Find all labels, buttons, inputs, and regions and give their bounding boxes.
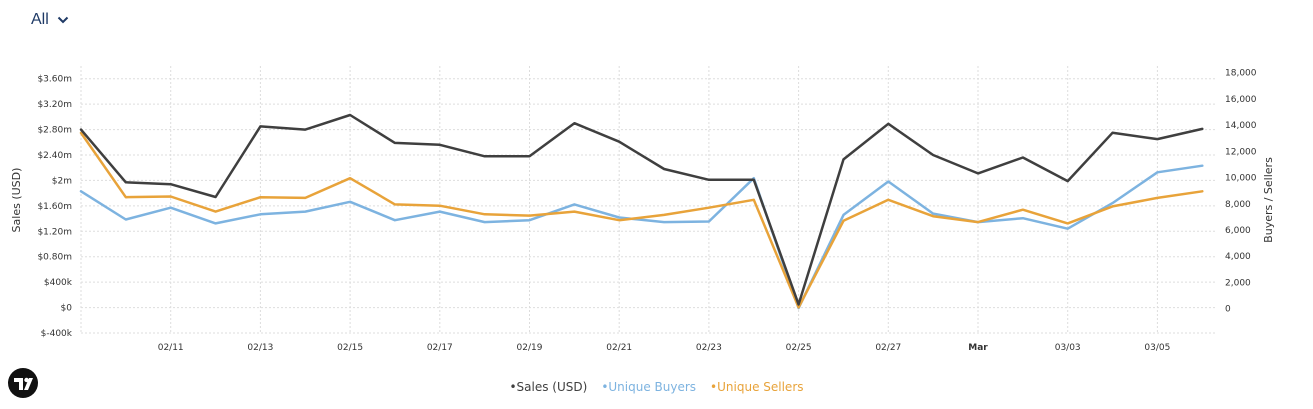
right-tick-label: 16,000	[1225, 95, 1257, 105]
x-tick-label: 02/17	[427, 343, 453, 353]
right-tick-label: 12,000	[1225, 147, 1257, 157]
filter-label: All	[31, 11, 49, 28]
right-tick-label: 10,000	[1225, 174, 1257, 184]
x-tick-label: 02/13	[247, 343, 273, 353]
right-tick-label: 6,000	[1225, 226, 1251, 236]
x-tick-label: 03/05	[1144, 343, 1170, 353]
right-tick-label: 4,000	[1225, 252, 1251, 262]
chart-legend: •Sales (USD) •Unique Buyers •Unique Sell…	[0, 380, 1313, 394]
x-tick-label: 02/21	[606, 343, 632, 353]
left-tick-label: $0.80m	[37, 253, 72, 263]
right-axis-title: Buyers / Sellers	[1262, 157, 1275, 243]
left-tick-label: $2.40m	[37, 151, 72, 161]
x-tick-label: 02/11	[158, 343, 184, 353]
left-tick-label: $1.60m	[37, 202, 72, 212]
right-tick-label: 14,000	[1225, 121, 1257, 131]
line-chart: $-400k $0 $400k $0.80m $1.20m $1.60m $2m $2.40m…	[10, 66, 1275, 353]
left-tick-label: $2m	[52, 176, 72, 186]
left-tick-label: $400k	[44, 278, 73, 288]
left-tick-label: $-400k	[41, 329, 73, 339]
legend-unique-buyers[interactable]: •Unique Buyers	[601, 380, 697, 394]
left-tick-label: $1.20m	[37, 227, 72, 237]
filter-dropdown[interactable]: All	[31, 11, 69, 29]
left-tick-label: $2.80m	[37, 126, 72, 136]
x-tick-label: 02/27	[875, 343, 901, 353]
right-tick-label: 18,000	[1225, 69, 1257, 79]
left-tick-label: $3.60m	[37, 75, 72, 85]
legend-sales[interactable]: •Sales (USD)	[509, 380, 588, 394]
x-tick-label: 03/03	[1055, 343, 1081, 353]
series-line-unique-buyers	[79, 164, 1204, 310]
right-tick-label: 0	[1225, 305, 1231, 315]
left-tick-label: $0	[61, 304, 73, 314]
right-tick-label: 2,000	[1225, 278, 1251, 288]
chevron-down-icon	[57, 16, 68, 24]
x-tick-label: 02/15	[337, 343, 363, 353]
tradingview-logo-icon	[8, 368, 38, 398]
left-axis-title: Sales (USD)	[10, 168, 23, 233]
right-tick-label: 8,000	[1225, 200, 1251, 210]
series-line-unique-sellers	[79, 131, 1204, 309]
x-tick-label: Mar	[968, 343, 988, 353]
series-line-sales-usd	[79, 113, 1204, 306]
left-tick-label: $3.20m	[37, 100, 72, 110]
x-tick-label: 02/19	[517, 343, 543, 353]
x-tick-label: 02/25	[786, 343, 812, 353]
x-tick-label: 02/23	[696, 343, 722, 353]
legend-unique-sellers[interactable]: •Unique Sellers	[710, 380, 804, 394]
